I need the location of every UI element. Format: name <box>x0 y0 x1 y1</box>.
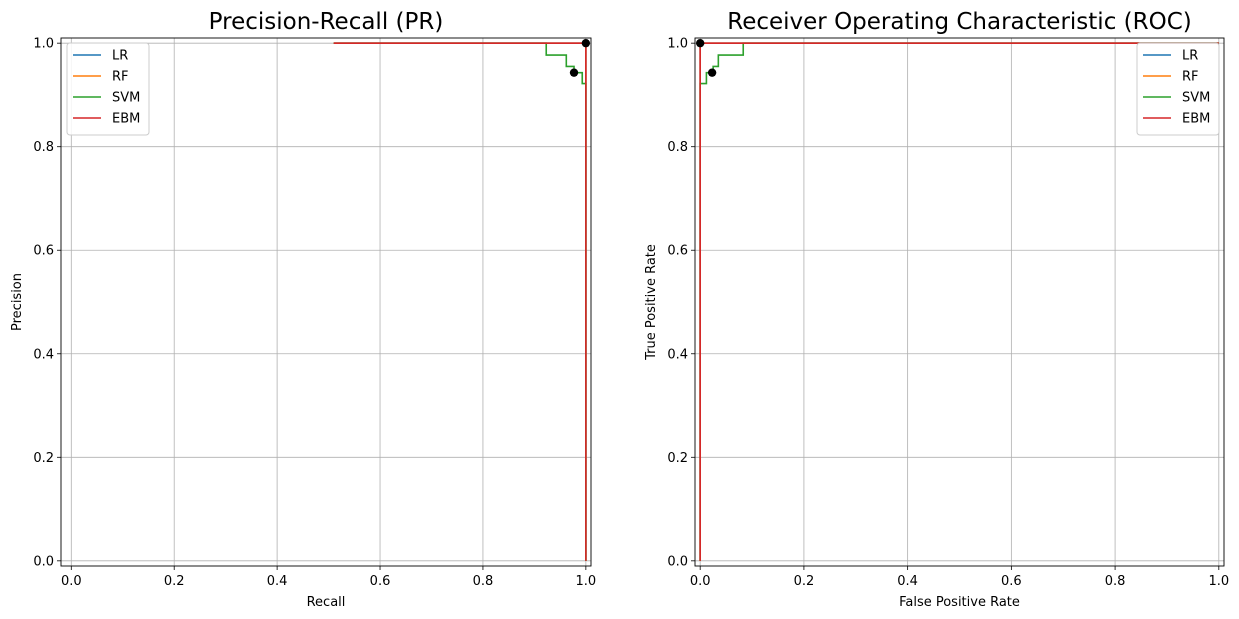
legend-label-rf: RF <box>112 70 129 85</box>
y-tick-label: 0.0 <box>33 554 54 569</box>
threshold-marker <box>569 68 579 77</box>
series-group <box>333 42 587 561</box>
y-tick-label: 0.0 <box>667 554 688 569</box>
legend-label-lr: LR <box>1182 49 1198 64</box>
y-tick-label: 0.6 <box>33 244 54 259</box>
series-line-lr <box>333 42 587 561</box>
x-tick-label: 1.0 <box>1208 574 1229 589</box>
legend-label-svm: SVM <box>112 91 140 106</box>
threshold-marker <box>581 38 591 48</box>
x-tick-label: 0.6 <box>1001 574 1022 589</box>
y-tick-label: 1.0 <box>33 37 54 52</box>
x-axis-label: False Positive Rate <box>899 595 1020 610</box>
legend-label-rf: RF <box>1182 70 1199 85</box>
y-tick-label: 0.2 <box>667 451 688 466</box>
y-tick-label: 0.4 <box>667 347 688 362</box>
axes-frame <box>60 37 592 567</box>
y-axis-label: Precision <box>10 273 25 331</box>
y-axis-label: True Positive Rate <box>644 244 659 361</box>
y-tick-label: 1.0 <box>667 37 688 52</box>
x-tick-label: 0.2 <box>164 574 185 589</box>
y-tick-label: 0.6 <box>667 244 688 259</box>
x-axis-label: Recall <box>307 595 346 610</box>
x-tick-label: 0.4 <box>897 574 918 589</box>
x-tick-label: 1.0 <box>576 574 597 589</box>
chart-title: Receiver Operating Characteristic (ROC) <box>727 9 1192 35</box>
axes-frame <box>694 37 1225 567</box>
legend-box <box>66 42 150 136</box>
series-line-ebm <box>333 42 587 561</box>
legend-label-ebm: EBM <box>112 112 140 127</box>
legend-label-ebm: EBM <box>1182 112 1210 127</box>
series-line-svm <box>699 42 1219 561</box>
x-tick-label: 0.0 <box>690 574 711 589</box>
legend-label-svm: SVM <box>1182 91 1210 106</box>
series-line-rf <box>333 42 587 561</box>
legend-box <box>1136 42 1220 136</box>
chart-title: Precision-Recall (PR) <box>209 9 444 35</box>
x-tick-label: 0.4 <box>267 574 288 589</box>
threshold-marker <box>707 68 717 77</box>
x-tick-label: 0.8 <box>473 574 494 589</box>
threshold-marker <box>695 38 705 48</box>
x-tick-label: 0.0 <box>61 574 82 589</box>
x-tick-label: 0.2 <box>794 574 815 589</box>
y-tick-label: 0.8 <box>667 140 688 155</box>
roc-chart-panel: 0.0 0.2 0.4 0.6 0.8 1.0 0.0 0.2 0.4 0.6 0.8 1.0 Rece… <box>644 9 1229 610</box>
x-tick-label: 0.6 <box>370 574 391 589</box>
series-line-svm <box>333 42 587 561</box>
y-tick-label: 0.8 <box>33 140 54 155</box>
x-tick-label: 0.8 <box>1105 574 1126 589</box>
pr-chart-panel: 0.0 0.2 0.4 0.6 0.8 1.0 0.0 0.2 0.4 0.6 0.8 1.0 Prec… <box>10 9 596 610</box>
y-tick-label: 0.2 <box>33 451 54 466</box>
legend: LR RF SVM EBM <box>66 42 150 136</box>
legend: LR RF SVM EBM <box>1136 42 1220 136</box>
legend-label-lr: LR <box>112 49 128 64</box>
y-tick-label: 0.4 <box>33 347 54 362</box>
